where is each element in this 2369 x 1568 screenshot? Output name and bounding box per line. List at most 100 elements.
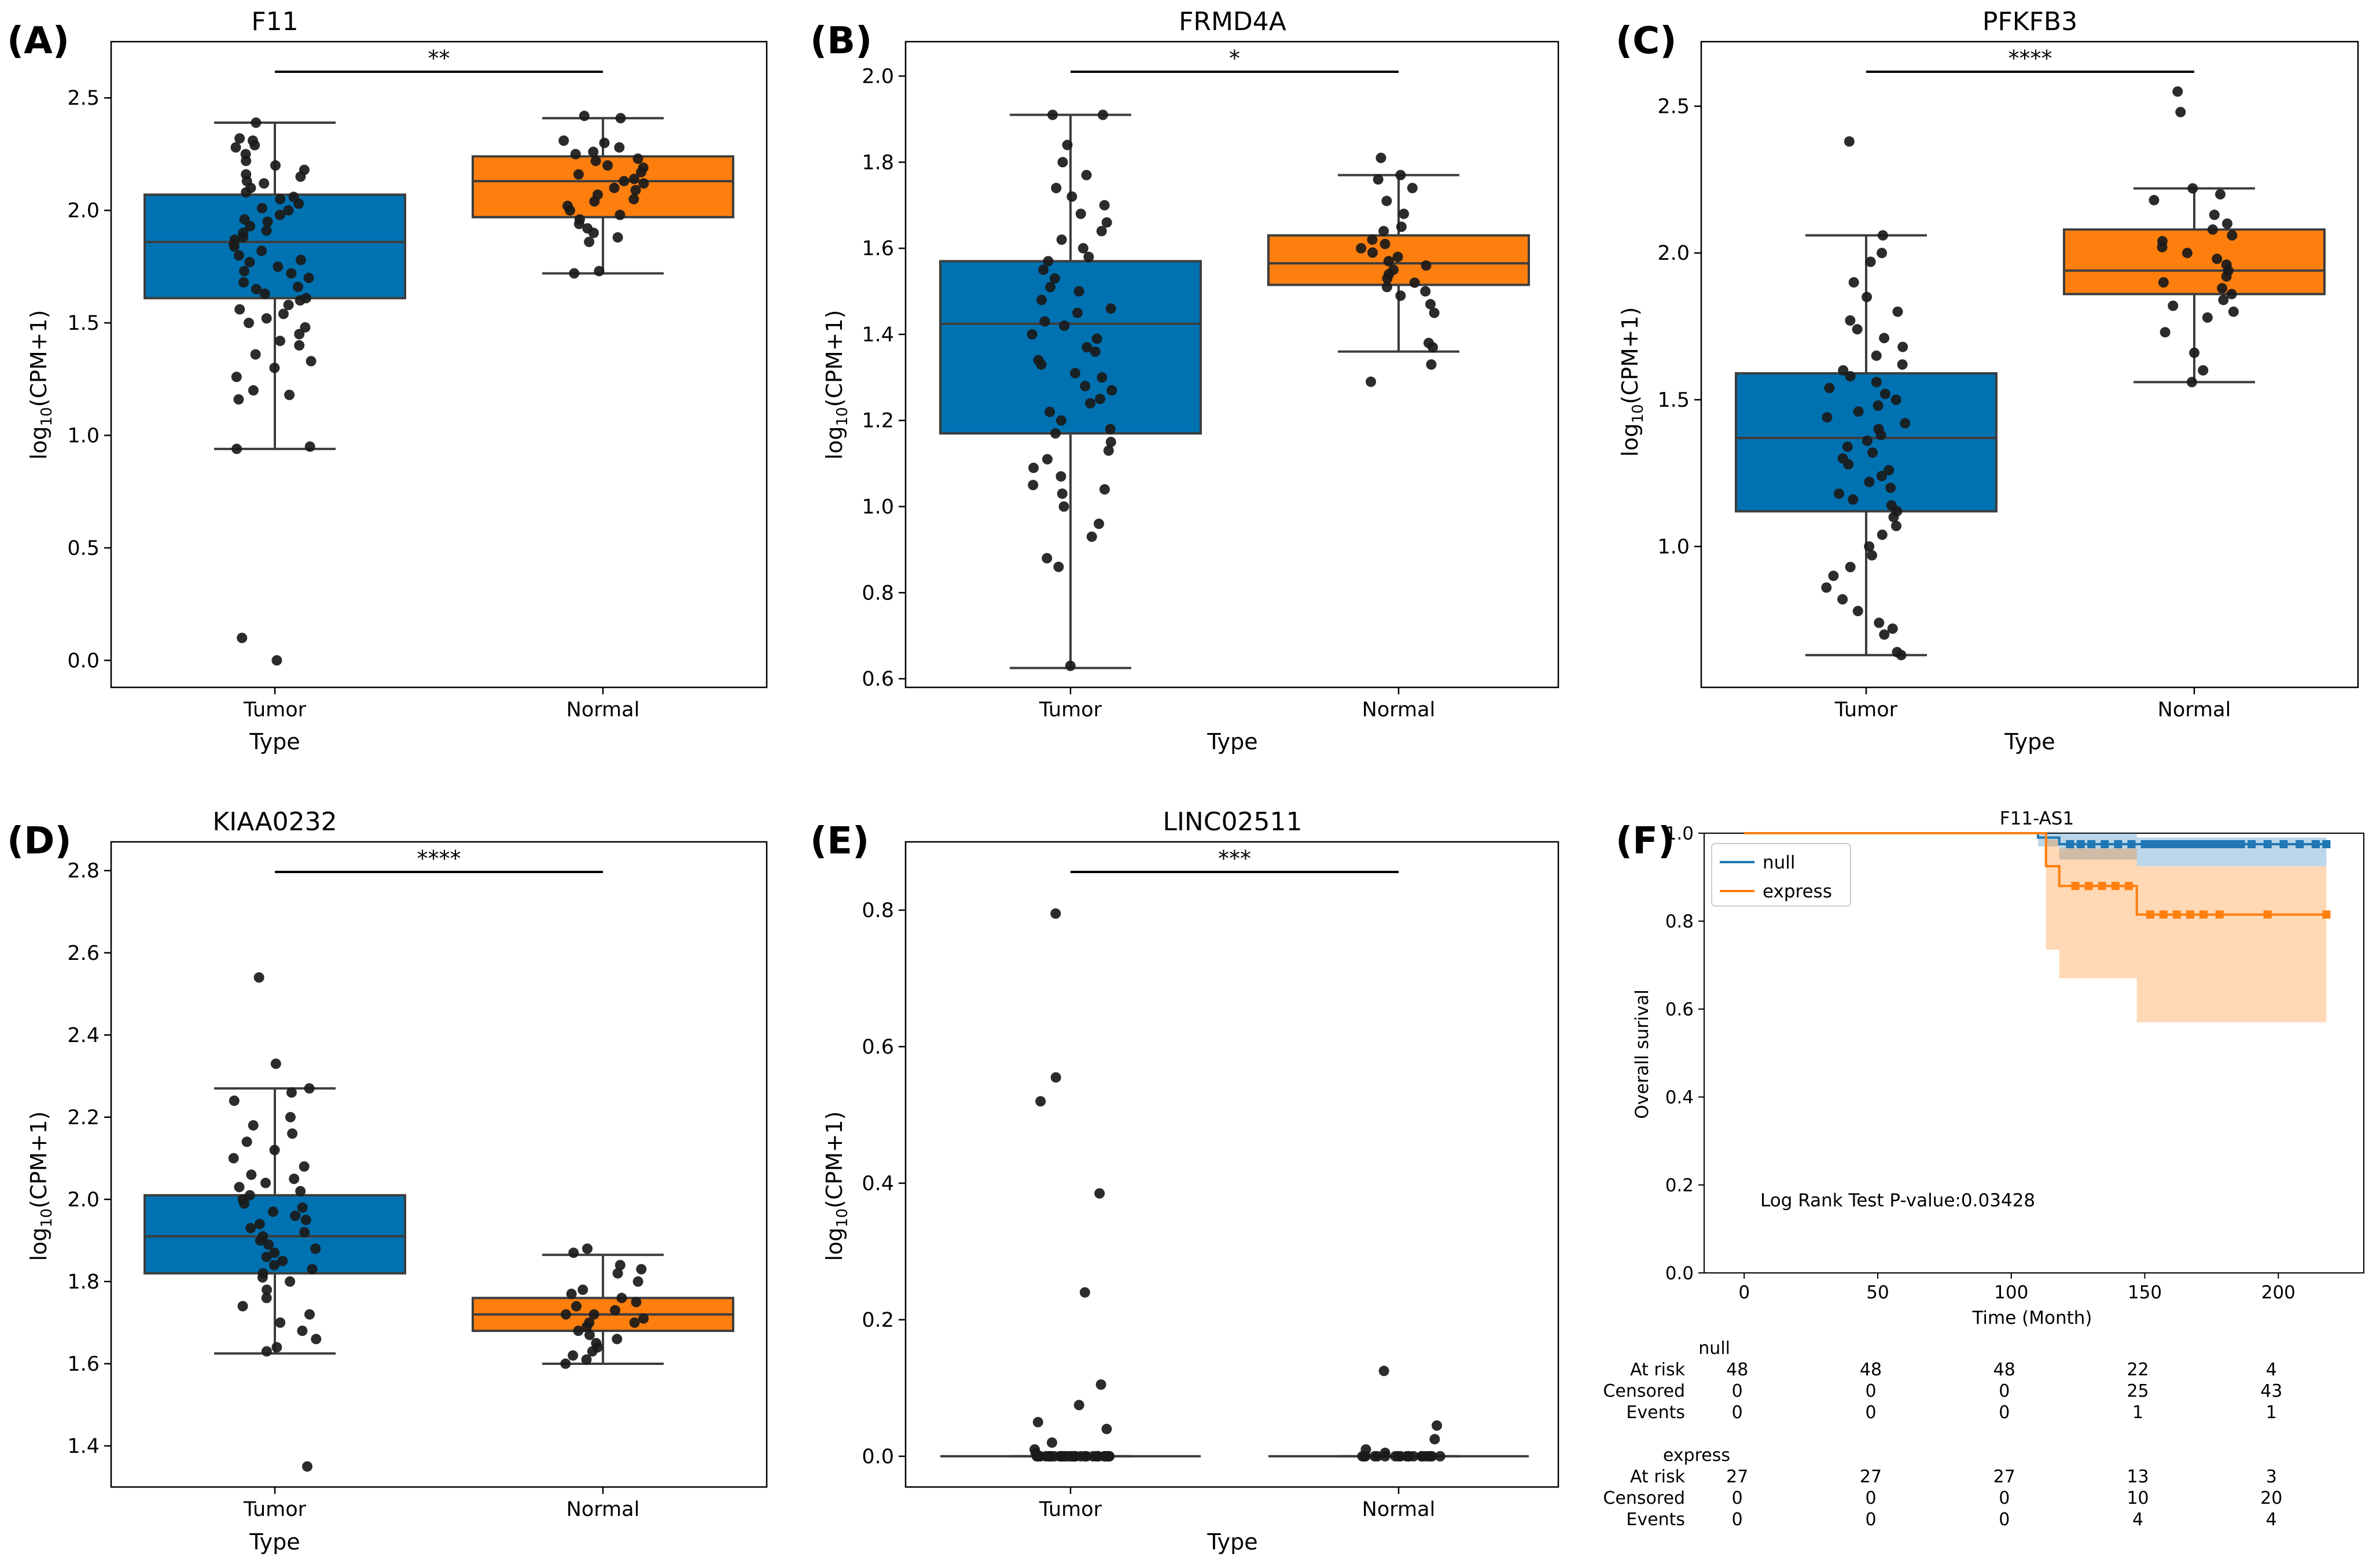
- censor-mark: [2111, 882, 2120, 890]
- censor-mark: [2221, 840, 2229, 848]
- data-point: [1058, 501, 1069, 512]
- data-point: [237, 1301, 248, 1312]
- y-tick-label: 0.8: [862, 581, 894, 605]
- data-point: [262, 216, 273, 227]
- y-tick-label: 2.5: [1657, 95, 1690, 119]
- x-axis-label: Type: [1206, 729, 1257, 754]
- legend-label: null: [1763, 852, 1796, 873]
- data-point: [628, 174, 639, 185]
- data-point: [1094, 1188, 1105, 1199]
- data-point: [306, 356, 317, 367]
- x-tick-label: Normal: [566, 698, 640, 722]
- data-point: [260, 1177, 271, 1188]
- x-axis-label: Type: [1206, 1529, 1257, 1555]
- data-point: [1083, 252, 1094, 262]
- y-tick-label: 2.8: [67, 860, 100, 883]
- data-point: [1390, 1451, 1401, 1462]
- x-tick-label: 50: [1866, 1282, 1889, 1303]
- data-point: [1396, 221, 1407, 232]
- plot-frame: [904, 41, 1559, 689]
- data-point: [271, 1342, 282, 1353]
- y-tick-label: 2.2: [67, 1106, 100, 1129]
- data-point: [1845, 315, 1856, 326]
- data-point: [1874, 617, 1885, 628]
- data-point: [250, 349, 261, 360]
- panel-e: (E) LINC02511 0.0 0.2 0.4 0.6 0.8 Tumor Normal…: [810, 807, 1559, 1555]
- data-point: [245, 1223, 256, 1234]
- data-point: [1885, 483, 1896, 494]
- data-point: [286, 1087, 297, 1098]
- risk-cell: 27: [1993, 1467, 2015, 1487]
- data-point: [303, 273, 314, 284]
- data-point: [2157, 242, 2168, 253]
- plot-area: 0.6 0.8 1.0 1.2 1.4 1.6 1.8 2.0 Tumor Normal *: [862, 41, 1559, 722]
- y-tick-label: 0.2: [862, 1309, 894, 1332]
- data-point: [1897, 341, 1908, 352]
- data-point: [1382, 273, 1393, 284]
- y-tick-label: 0.8: [1665, 911, 1694, 932]
- box-tumor: [939, 260, 1202, 435]
- censor-mark: [2279, 840, 2288, 848]
- data-point: [1434, 1451, 1445, 1462]
- data-point: [2175, 106, 2186, 117]
- data-point: [261, 1252, 272, 1263]
- data-point: [1852, 324, 1863, 335]
- data-point: [1853, 406, 1864, 417]
- data-point: [1044, 406, 1055, 417]
- panel-label: (C): [1616, 20, 1676, 62]
- plot-frame: [110, 841, 768, 1488]
- data-point: [1423, 1451, 1434, 1462]
- data-point: [1070, 367, 1081, 378]
- risk-cell: 0: [1865, 1510, 1876, 1530]
- data-point: [307, 1264, 318, 1275]
- data-point: [239, 266, 249, 277]
- data-point: [270, 160, 281, 171]
- data-point: [1369, 1451, 1380, 1462]
- data-point: [1051, 183, 1062, 193]
- data-point: [1399, 208, 1409, 219]
- data-point: [568, 1247, 579, 1258]
- data-point: [304, 1083, 315, 1094]
- data-point: [1106, 385, 1117, 396]
- censor-mark: [2087, 840, 2096, 848]
- data-point: [1073, 1400, 1084, 1411]
- data-point: [248, 385, 259, 396]
- censor-mark: [2076, 840, 2085, 848]
- censor-mark: [2322, 840, 2331, 848]
- data-point: [230, 142, 241, 153]
- data-point: [1046, 1451, 1056, 1462]
- data-point: [1890, 394, 1901, 405]
- y-axis-label: Overall surival: [1632, 989, 1653, 1119]
- risk-cell: 22: [2127, 1360, 2149, 1380]
- censor-mark: [2228, 840, 2237, 848]
- data-point: [1862, 292, 1873, 303]
- data-point: [233, 250, 244, 261]
- data-point: [283, 205, 294, 216]
- data-point: [1098, 109, 1108, 120]
- data-point: [304, 441, 315, 452]
- y-tick-label: 0.0: [67, 649, 100, 672]
- data-point: [1050, 428, 1061, 439]
- censor-mark: [2311, 840, 2320, 848]
- data-point: [1085, 398, 1096, 408]
- data-point: [1871, 350, 1882, 361]
- x-tick-label: Tumor: [1834, 698, 1898, 722]
- panel-label: (D): [7, 820, 72, 863]
- data-point: [1366, 376, 1377, 387]
- data-point: [615, 1260, 626, 1271]
- data-point: [1381, 282, 1392, 293]
- data-point: [2172, 86, 2183, 97]
- data-point: [234, 133, 245, 144]
- data-point: [1033, 1451, 1044, 1462]
- data-point: [636, 1264, 647, 1275]
- data-point: [1852, 606, 1863, 617]
- risk-cell: 0: [1999, 1381, 2010, 1401]
- data-point: [1867, 550, 1877, 561]
- risk-cell: 10: [2127, 1488, 2149, 1508]
- chart-title: PFKFB3: [1982, 7, 2077, 36]
- censor-mark: [2098, 882, 2106, 890]
- data-point: [261, 1346, 272, 1357]
- data-point: [268, 1206, 278, 1217]
- data-point: [558, 135, 569, 146]
- data-point: [1848, 277, 1859, 288]
